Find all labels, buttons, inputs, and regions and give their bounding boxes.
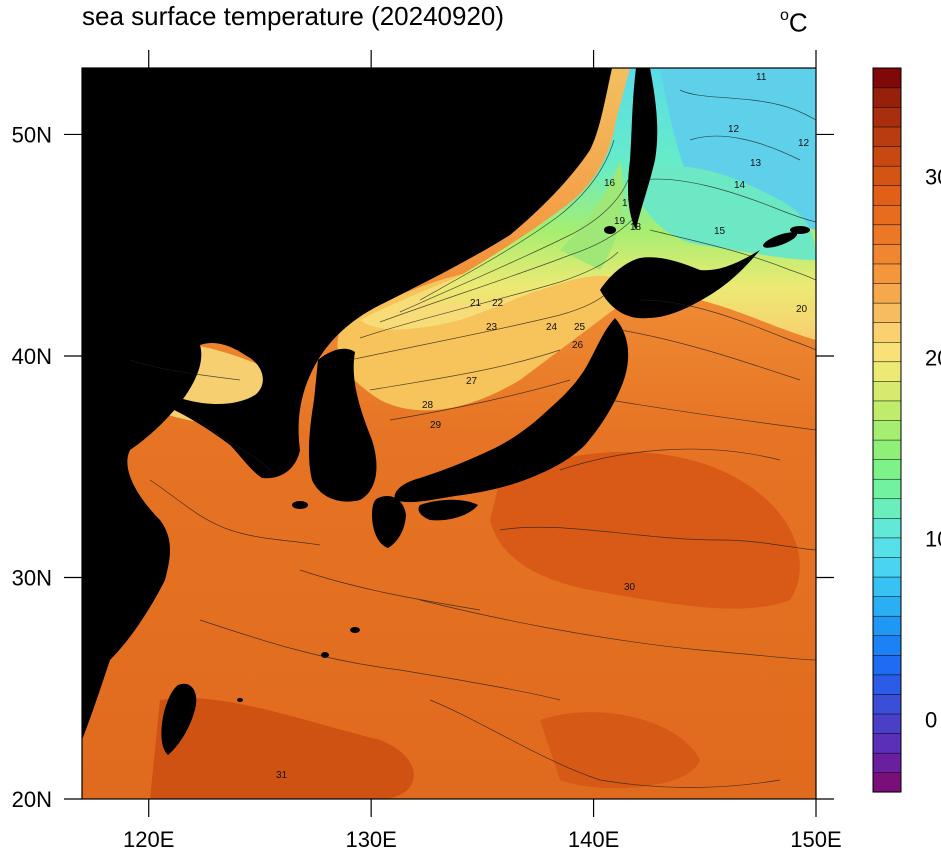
- colorbar-swatch: [872, 674, 902, 695]
- colorbar-border: [872, 67, 902, 793]
- colorbar-swatch: [872, 733, 902, 754]
- contour-label: 29: [430, 420, 442, 431]
- colorbar-swatch: [872, 576, 902, 597]
- kuril-water: [640, 166, 816, 260]
- lat-tick-label: 20N: [12, 787, 52, 812]
- warm-eddy-southeast: [540, 712, 700, 789]
- contour-label: 12: [798, 138, 810, 149]
- colorbar-swatch: [872, 263, 902, 284]
- colorbar-tick-label: 0: [925, 708, 937, 733]
- colorbar-swatch: [872, 439, 902, 460]
- colorbar-swatch: [872, 87, 902, 108]
- contour-label: 26: [572, 340, 584, 351]
- colorbar-swatch: [872, 361, 902, 382]
- lat-tick-label: 40N: [12, 344, 52, 369]
- tatar-strait-water: [560, 160, 624, 270]
- colorbar-swatch: [872, 282, 902, 304]
- colorbar-swatch: [872, 126, 902, 147]
- contour-label: 27: [466, 376, 478, 387]
- colorbar-swatch: [872, 615, 902, 637]
- colorbar-swatch: [872, 204, 902, 226]
- contour-label: 17: [622, 198, 634, 209]
- contour-label: 23: [486, 322, 498, 333]
- warm-eddy-east: [490, 451, 800, 609]
- colorbar-swatch: [872, 556, 902, 578]
- land: [82, 68, 810, 755]
- lat-tick-label: 30N: [12, 565, 52, 590]
- colorbar-swatch: [872, 224, 902, 245]
- unit-label: oC: [780, 2, 808, 39]
- warm-eddy-south: [150, 698, 414, 799]
- contour-label: 18: [630, 222, 642, 233]
- colorbar-tick-label: 20: [925, 346, 941, 371]
- colorbar-swatch: [872, 185, 902, 206]
- contour-label: 16: [604, 178, 616, 189]
- colorbar-swatch: [872, 67, 902, 89]
- colorbar-swatch: [872, 165, 902, 186]
- colorbar-swatch: [872, 459, 902, 480]
- colorbar-swatch: [872, 654, 902, 676]
- map-axes: 120E 130E 140E 150E 50N 40N 30N 20N: [12, 50, 842, 852]
- colorbar-swatch: [872, 380, 902, 402]
- contour-label: 15: [714, 226, 726, 237]
- contour-label: 11: [756, 72, 767, 83]
- contour-label-group: 11 12 12 13 14 15 16 17 18 19 20 21 22 2…: [276, 72, 810, 781]
- contour-label: 14: [734, 180, 746, 191]
- contour-lines: [129, 89, 816, 788]
- map-border: [81, 67, 817, 800]
- colorbar-swatch: [872, 498, 902, 519]
- contour-label: 30: [624, 582, 636, 593]
- lon-tick-label: 140E: [568, 827, 619, 852]
- unit-symbol: C: [788, 7, 808, 38]
- colorbar-swatch: [872, 341, 902, 363]
- colorbar-swatch: [872, 302, 902, 323]
- contour-label: 13: [750, 158, 762, 169]
- contour-label: 19: [614, 216, 626, 227]
- lon-tick-label: 150E: [790, 827, 841, 852]
- lon-tick-label: 130E: [345, 827, 396, 852]
- colorbar: 30 20 10 0: [872, 67, 941, 793]
- contour-label: 24: [546, 322, 558, 333]
- colorbar-swatch: [872, 517, 902, 539]
- contour-label: 31: [276, 770, 288, 781]
- colorbar-swatch: [872, 713, 902, 734]
- degree-sign: o: [780, 7, 789, 24]
- contour-label: 28: [422, 400, 434, 411]
- colorbar-swatch: [872, 772, 902, 793]
- colorbar-swatch: [872, 635, 902, 656]
- contour-label: 22: [492, 298, 504, 309]
- contour-label: 25: [574, 322, 586, 333]
- colorbar-swatch: [872, 106, 902, 128]
- colorbar-tick-label: 10: [925, 527, 941, 552]
- colorbar-tick-label: 30: [925, 165, 941, 190]
- colorbar-swatch: [872, 596, 902, 617]
- colorbar-swatch: [872, 752, 902, 773]
- colorbar-swatch: [872, 693, 902, 715]
- colorbar-swatch: [872, 419, 902, 441]
- colorbar-swatch: [872, 400, 902, 421]
- colorbar-swatch: [872, 146, 902, 167]
- map-title: sea surface temperature (20240920): [82, 1, 505, 31]
- contour-label: 20: [796, 304, 808, 315]
- colorbar-swatch: [872, 537, 902, 558]
- colorbar-swatch: [872, 478, 902, 500]
- lon-tick-label: 120E: [123, 827, 174, 852]
- lat-tick-label: 50N: [12, 122, 52, 147]
- colorbar-swatch: [872, 243, 902, 265]
- colorbar-swatch: [872, 322, 902, 343]
- map-panel: 11 12 12 13 14 15 16 17 18 19 20 21 22 2…: [82, 68, 816, 799]
- contour-label: 21: [470, 298, 482, 309]
- contour-label: 12: [728, 124, 740, 135]
